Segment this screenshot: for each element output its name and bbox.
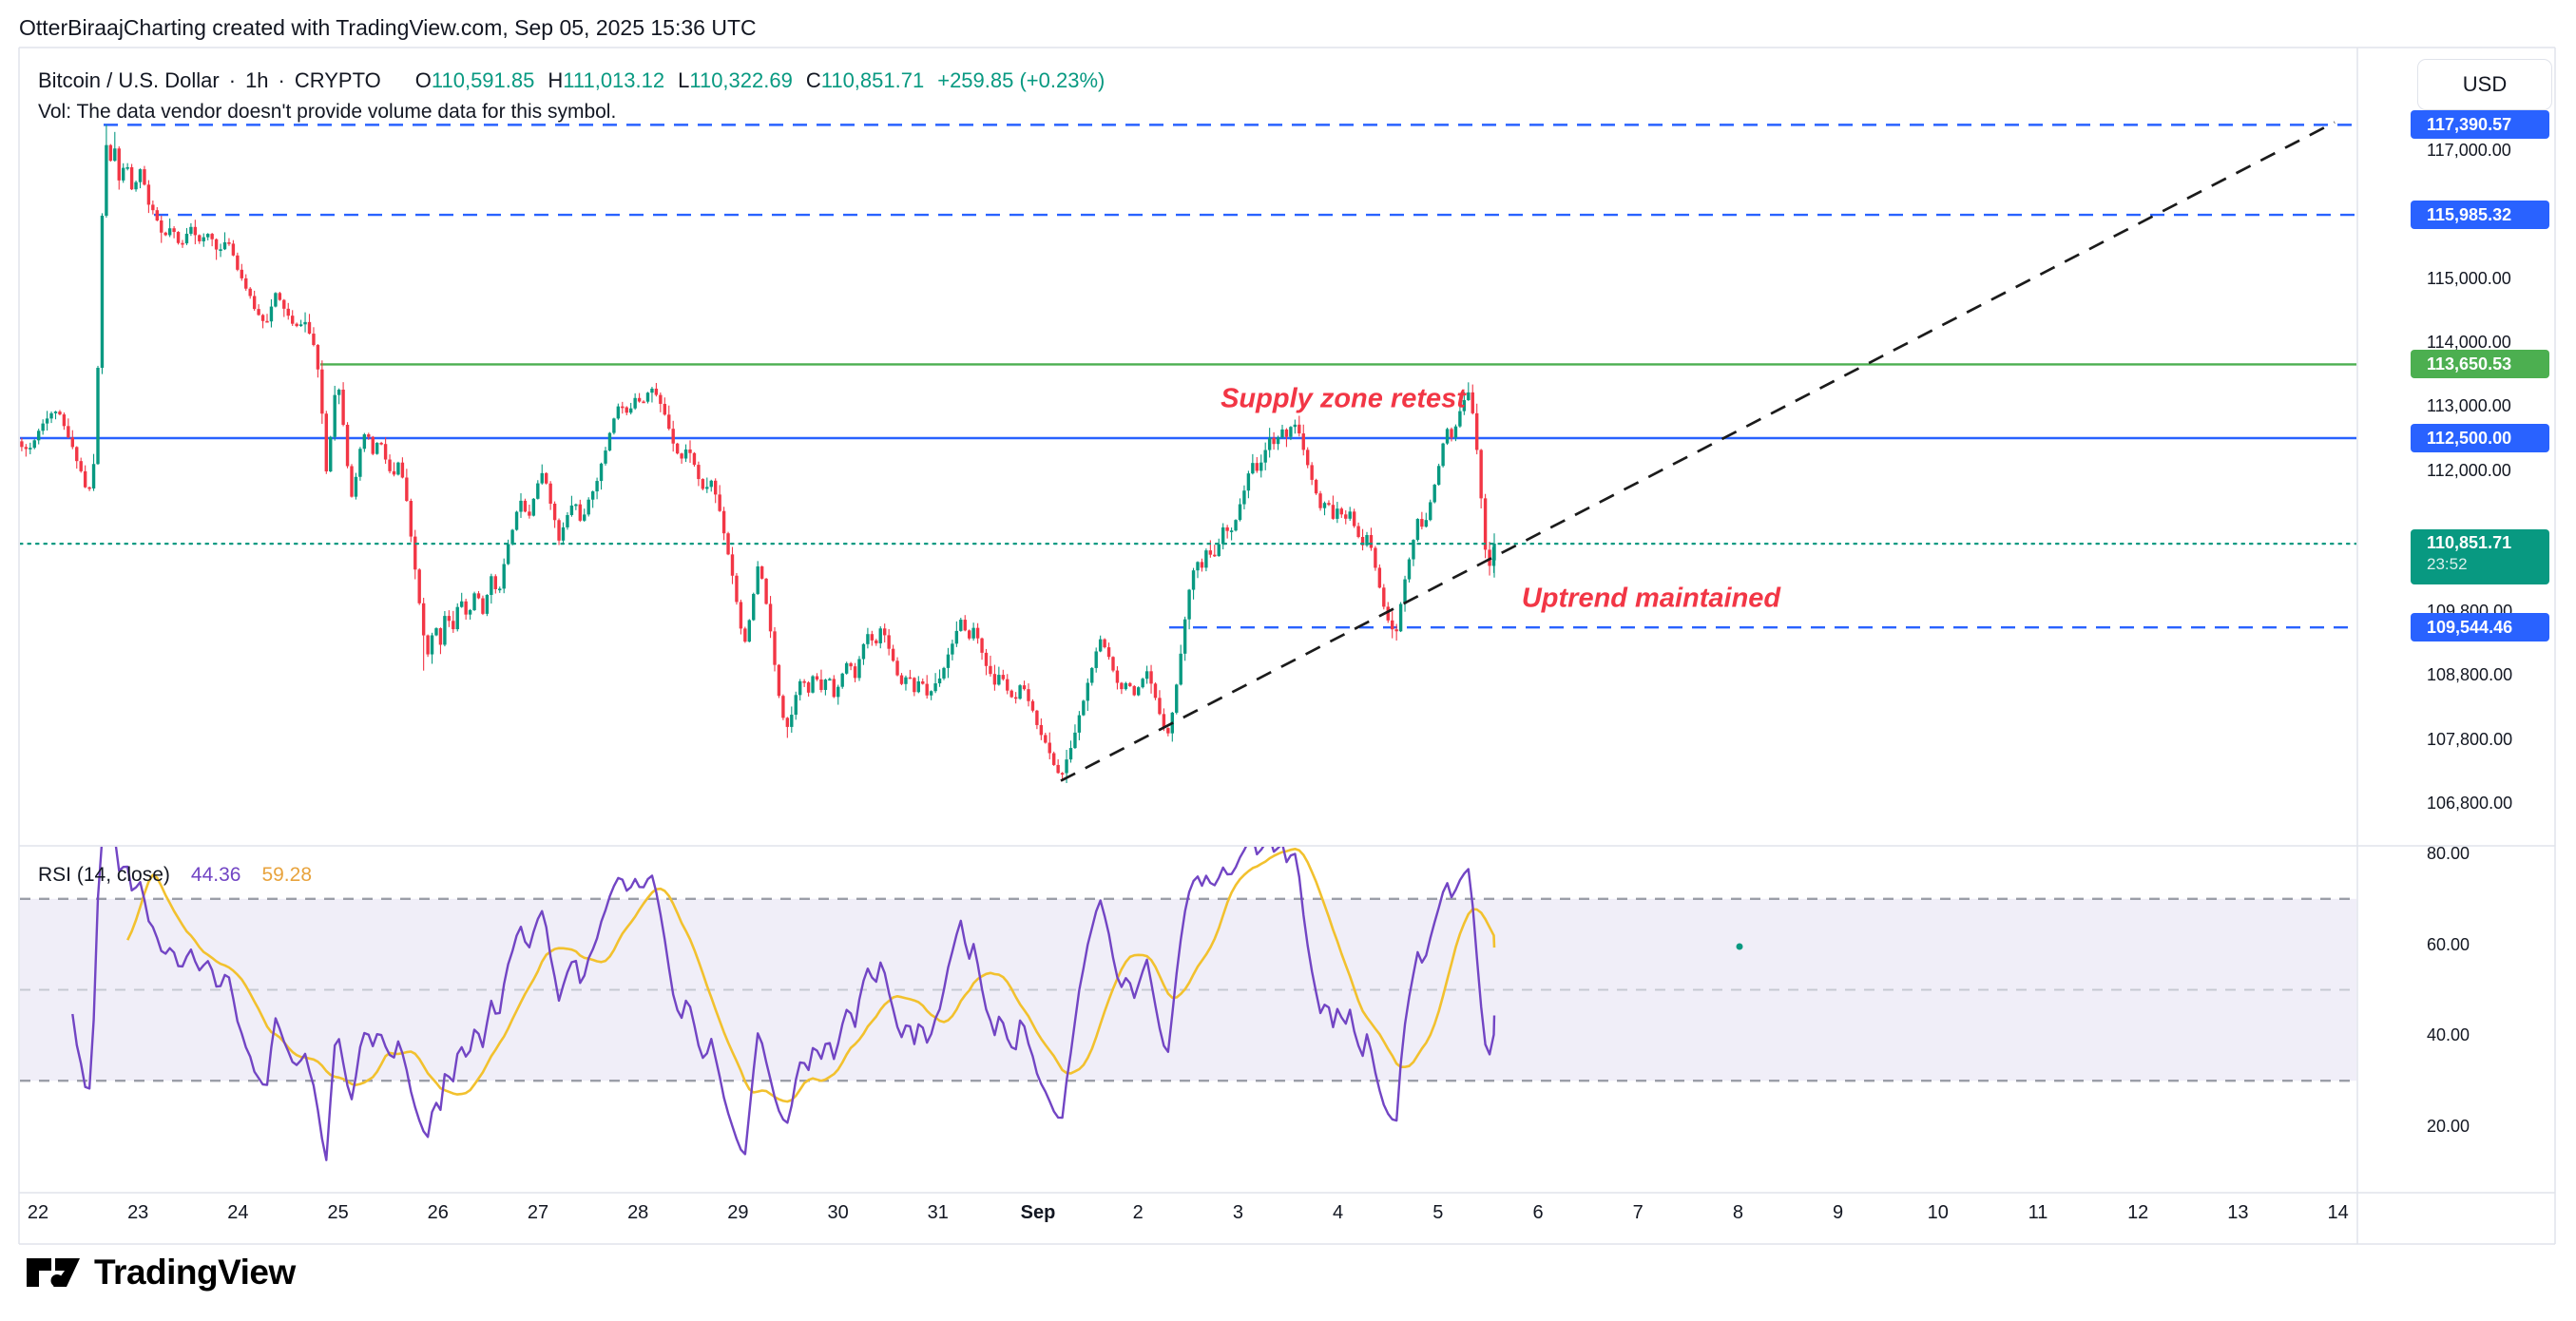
price-level-label: 112,500.00 xyxy=(2411,424,2549,452)
time-axis-label: 26 xyxy=(427,1202,449,1223)
open-label: O xyxy=(414,68,432,92)
time-axis-label: 7 xyxy=(1632,1202,1644,1223)
candlestick-series xyxy=(20,124,1496,783)
tradingview-logo[interactable]: TradingView xyxy=(26,1251,296,1294)
time-axis-label: 29 xyxy=(727,1202,749,1223)
time-axis-label: 10 xyxy=(1927,1202,1949,1223)
price-level-label: 117,390.57 xyxy=(2411,110,2549,140)
price-level-label: 115,985.32 xyxy=(2411,201,2549,230)
price-axis-label: 108,800.00 xyxy=(2427,665,2513,685)
time-axis-label: 6 xyxy=(1532,1202,1544,1223)
time-axis[interactable]: 22 23 24 25 26 27 28 29 30 31 Sep 2 3 4 5 6 7 8 9 10 11 12 13 1… xyxy=(19,1193,2555,1244)
change-value: +259.85 (+0.23%) xyxy=(937,68,1105,92)
time-axis-label: 4 xyxy=(1333,1202,1344,1223)
time-axis-label: 8 xyxy=(1732,1202,1743,1223)
rsi-axis-label: 20.00 xyxy=(2427,1116,2470,1136)
time-axis-label: 2 xyxy=(1132,1202,1144,1223)
currency-unit-button[interactable]: USD xyxy=(2417,59,2552,110)
time-axis-label: 25 xyxy=(327,1202,349,1223)
interval-label[interactable]: 1h xyxy=(245,68,269,92)
rsi-line xyxy=(71,847,1496,1161)
bar-countdown: 23:52 xyxy=(2427,555,2468,574)
price-axis-label: 115,000.00 xyxy=(2427,268,2511,288)
symbol-title[interactable]: Bitcoin / U.S. Dollar xyxy=(38,68,220,92)
annotation-uptrend-maintained[interactable]: Uptrend maintained xyxy=(1521,583,1781,614)
rsi-axis-label: 60.00 xyxy=(2427,934,2470,954)
market-label: CRYPTO xyxy=(294,68,381,92)
tradingview-wordmark: TradingView xyxy=(94,1253,296,1292)
low-value: 110,322.69 xyxy=(689,68,793,92)
rsi-title[interactable]: RSI (14, close) xyxy=(38,864,170,886)
price-level-label: 113,650.53 xyxy=(2411,350,2549,379)
time-axis-label: 27 xyxy=(527,1202,549,1223)
rsi-axis-label: 80.00 xyxy=(2427,844,2470,863)
tradingview-mark-icon xyxy=(27,1258,80,1287)
time-axis-label: 28 xyxy=(627,1202,649,1223)
time-axis-label: 24 xyxy=(227,1202,249,1223)
low-label: L xyxy=(678,68,690,92)
price-axis-label: 114,000.00 xyxy=(2427,332,2511,352)
attribution-text: OtterBiraajCharting created with Trading… xyxy=(19,15,757,40)
time-axis-label: Sep xyxy=(1020,1202,1056,1223)
time-axis-label: 13 xyxy=(2227,1202,2249,1223)
time-axis-label: 5 xyxy=(1432,1202,1444,1223)
time-axis-label: 9 xyxy=(1833,1202,1844,1223)
time-axis-label: 22 xyxy=(27,1202,49,1223)
price-axis-label: 117,000.00 xyxy=(2427,140,2511,160)
time-axis-label: 14 xyxy=(2327,1202,2349,1223)
symbol-legend[interactable]: Bitcoin / U.S. Dollar · 1h · CRYPTO O110,591.… xyxy=(38,68,1105,93)
volume-note: Vol: The data vendor doesn't provide vol… xyxy=(38,101,617,123)
time-axis-label: 30 xyxy=(827,1202,849,1223)
rsi-axis-label: 40.00 xyxy=(2427,1025,2470,1045)
rsi-dot xyxy=(1736,943,1743,950)
rsi-ma-value: 59.28 xyxy=(261,864,313,886)
time-axis-label: 12 xyxy=(2127,1202,2149,1223)
time-axis-label: 11 xyxy=(2028,1202,2048,1223)
price-axis-label: 107,800.00 xyxy=(2427,729,2513,749)
time-axis-label: 3 xyxy=(1232,1202,1243,1223)
annotation-supply-zone-retest[interactable]: Supply zone retest xyxy=(1221,383,1466,414)
time-axis-label: 23 xyxy=(127,1202,149,1223)
close-label: C xyxy=(805,68,821,92)
open-value: 110,591.85 xyxy=(431,68,535,92)
current-price-label: 110,851.71 23:52 xyxy=(2411,529,2549,585)
price-axis-label: 106,800.00 xyxy=(2427,794,2513,814)
legend-separator: · xyxy=(278,68,285,92)
rsi-indicator-legend[interactable]: RSI (14, close) 44.36 59.28 xyxy=(38,864,312,887)
price-axis[interactable]: USD 117,000.00116,000.00115,000.00114,00… xyxy=(2357,48,2555,1244)
attribution-bar: OtterBiraajCharting created with Trading… xyxy=(19,15,757,41)
high-label: H xyxy=(548,68,564,92)
legend-separator: · xyxy=(228,68,237,92)
close-value: 110,851.71 xyxy=(820,68,925,92)
price-axis-label: 113,000.00 xyxy=(2427,396,2511,416)
rsi-value: 44.36 xyxy=(190,864,241,886)
price-axis-label: 112,000.00 xyxy=(2427,460,2511,480)
price-level-label: 109,544.46 xyxy=(2411,613,2549,642)
time-axis-label: 31 xyxy=(927,1202,949,1223)
rsi-ma-line xyxy=(126,848,1496,1103)
high-value: 111,013.12 xyxy=(563,68,665,92)
